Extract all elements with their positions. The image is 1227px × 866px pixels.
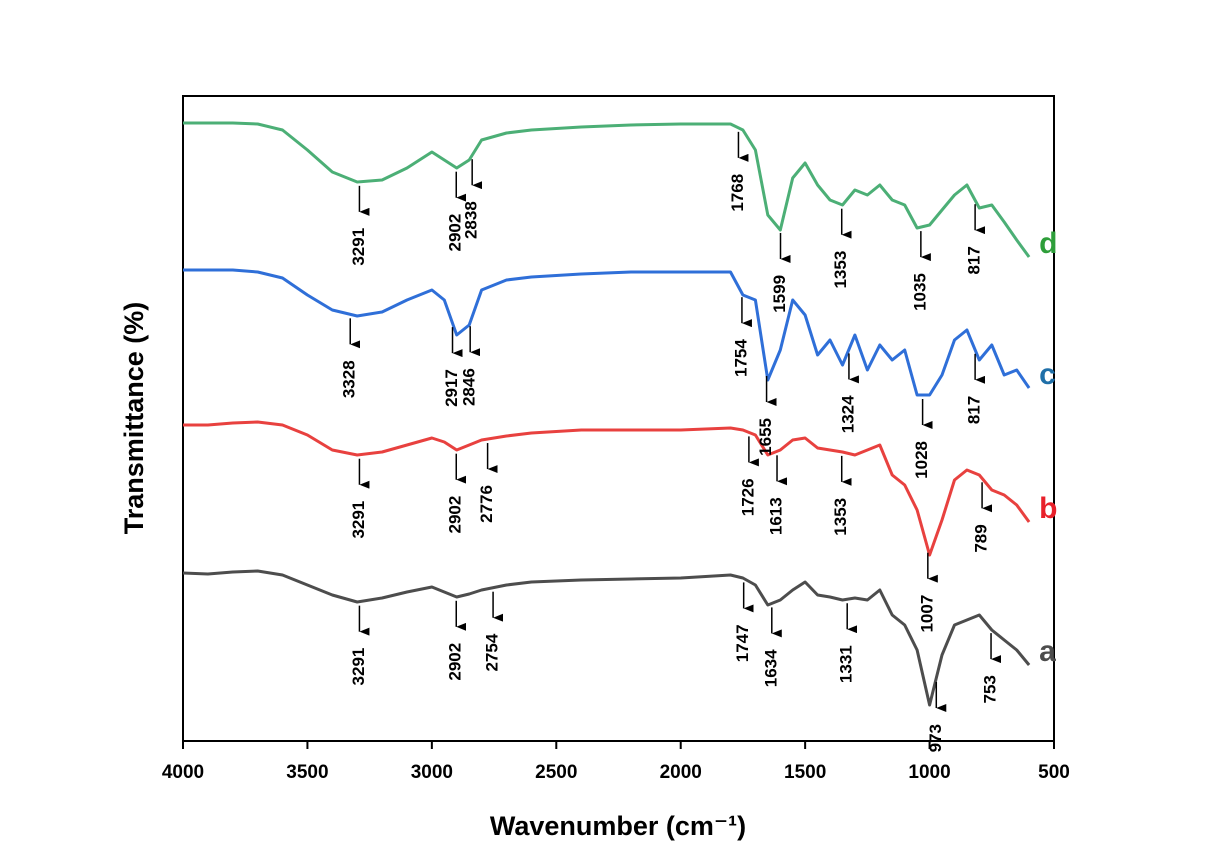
annotation-label: 1599 [770, 275, 789, 313]
series-line [183, 420, 1031, 557]
x-axis-title: Wavenumber (cm⁻¹) [490, 811, 746, 841]
annotation-label: 2902 [446, 214, 465, 252]
annotation-label: 2902 [446, 496, 465, 534]
series-label: c [1039, 358, 1056, 391]
x-tick-label: 1000 [908, 762, 950, 783]
annotation-label: 1331 [837, 645, 856, 683]
annotation-label: 3291 [349, 648, 368, 686]
annotation-label: 817 [965, 246, 984, 274]
series-line [182, 569, 1031, 707]
annotation-label: 1035 [910, 273, 929, 311]
x-tick-label: 3500 [286, 762, 328, 783]
annotation-label: 1768 [728, 174, 747, 212]
plot-frame [182, 95, 1055, 742]
annotation-label: 3291 [349, 228, 368, 266]
annotation-label: 2838 [462, 201, 481, 239]
annotation-label: 789 [972, 524, 991, 552]
annotation-label: 973 [926, 724, 945, 752]
x-tick-label: 500 [1038, 762, 1070, 783]
series-label: a [1039, 635, 1056, 668]
annotation-label: 753 [981, 675, 1000, 703]
annotation-label: 2776 [477, 485, 496, 523]
annotation-label: 1353 [831, 498, 850, 536]
annotation-label: 817 [965, 396, 984, 424]
series-line [183, 268, 1031, 397]
annotation-label: 1726 [738, 478, 757, 516]
annotation-label: 1324 [838, 395, 857, 433]
x-tick-label: 4000 [162, 762, 204, 783]
annotation-label: 1028 [912, 441, 931, 479]
annotation-label: 1007 [917, 595, 936, 633]
annotation-label: 2917 [442, 369, 461, 407]
x-tick-label: 1500 [784, 762, 826, 783]
annotation-label: 1634 [761, 649, 780, 687]
annotation-label: 2754 [483, 633, 502, 671]
annotation-label: 1754 [731, 339, 750, 377]
x-tick-label: 2000 [660, 762, 702, 783]
annotation-label: 3328 [340, 360, 359, 398]
annotation-label: 1747 [733, 624, 752, 662]
series-label: b [1039, 492, 1057, 525]
x-tick-label: 3000 [411, 762, 453, 783]
x-tick-label: 2500 [535, 762, 577, 783]
annotation-label: 1655 [756, 418, 775, 456]
annotation-label: 2846 [460, 368, 479, 406]
y-axis-title: Transmittance (%) [119, 302, 149, 535]
series-line [183, 121, 1031, 258]
annotation-label: 2902 [446, 643, 465, 681]
series-label: d [1039, 227, 1057, 260]
annotation-label: 3291 [349, 501, 368, 539]
annotation-label: 1353 [831, 251, 850, 289]
annotation-label: 1613 [767, 497, 786, 535]
